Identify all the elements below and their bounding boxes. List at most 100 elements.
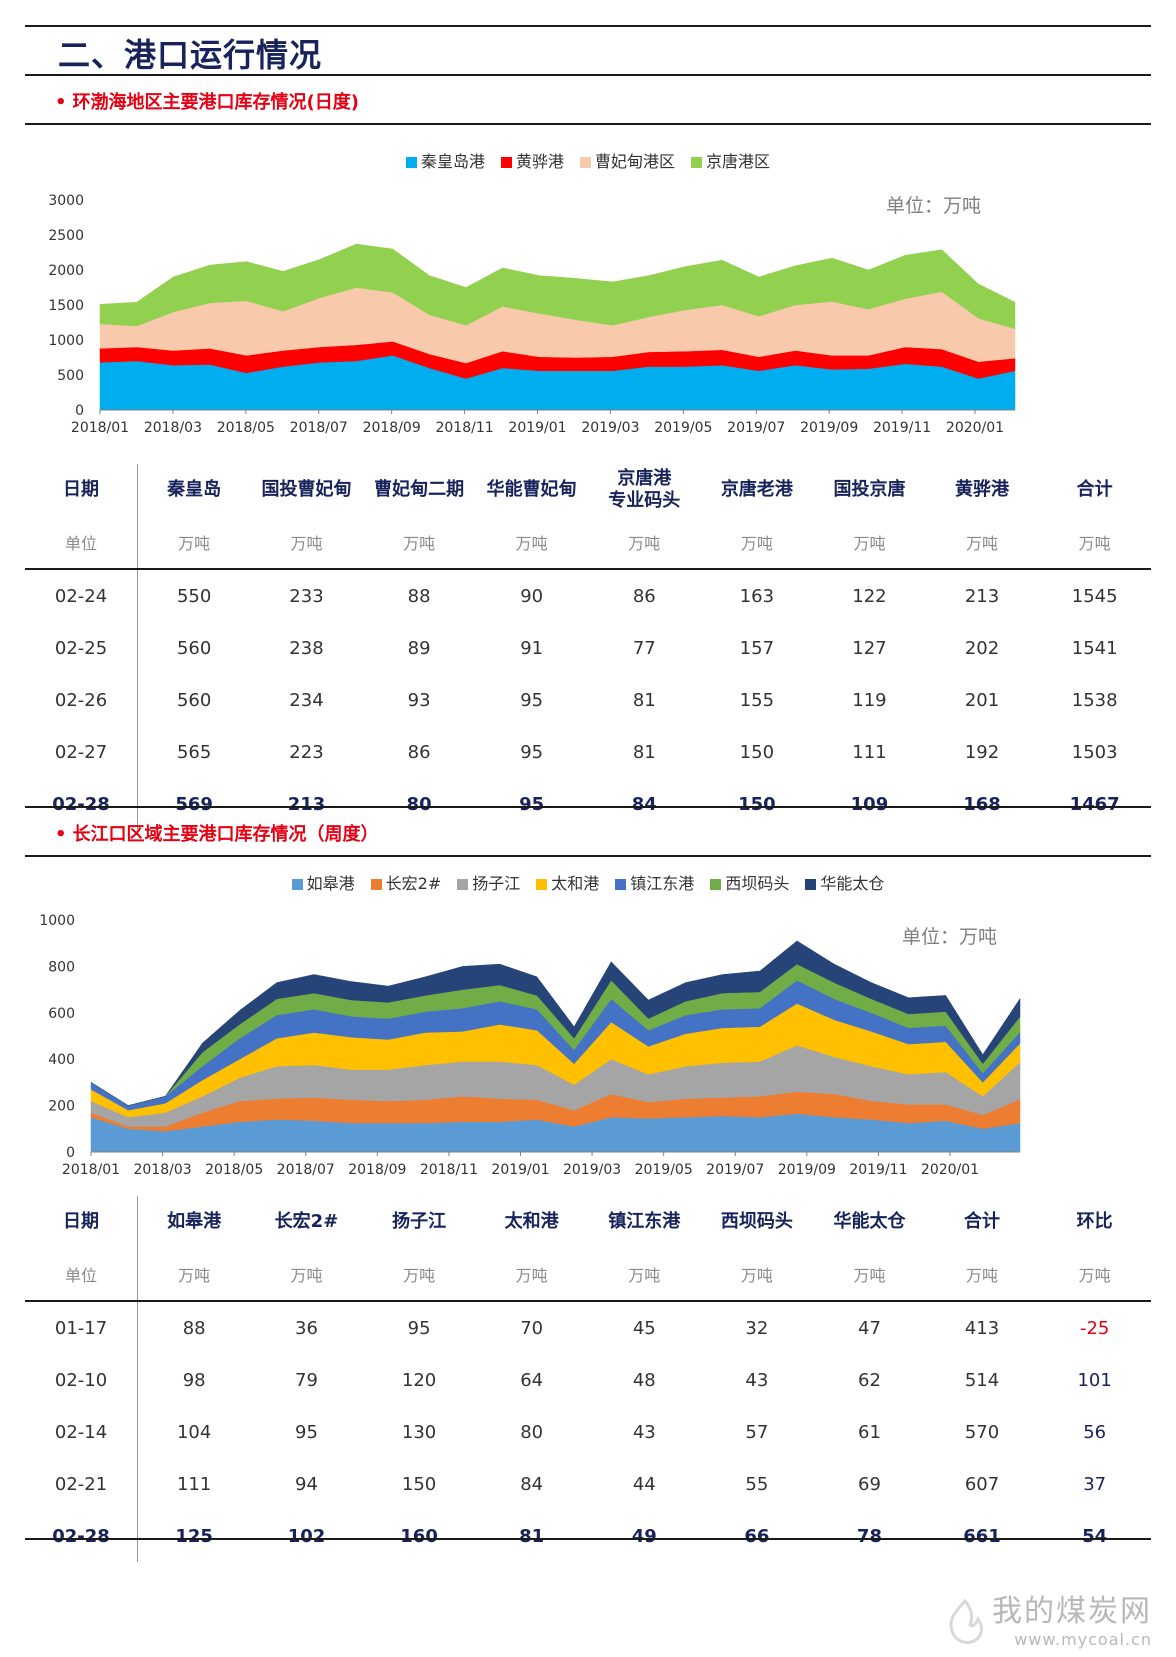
y-tick-label: 0 [75,403,84,419]
column-header: 合计 [1038,464,1151,516]
table-cell: 80 [520,1421,544,1443]
table-cell: 514 [964,1369,1000,1391]
table-cell: 61 [858,1421,881,1443]
table-cell: 111 [176,1473,212,1495]
column-header: 京唐港 专业码头 [588,464,701,516]
x-tick-label: 2019/05 [635,1162,693,1178]
legend-item: 华能太仓 [805,870,884,894]
table-cell: 661 [963,1525,1001,1547]
legend-item: 黄骅港 [500,148,564,172]
column-header-text: 镇江东港 [608,1211,681,1233]
column-header: 如皋港 [138,1196,251,1248]
table-row: 02-25 560 238 89 91 77 157 127 202 1541 [25,622,1151,674]
unit-cell: 万吨 [475,516,588,570]
table-cell: 81 [519,1525,545,1547]
table-cell: 569 [175,793,213,815]
column-header: 华能太仓 [813,1196,926,1248]
x-tick-label: 2020/01 [921,1162,979,1178]
column-header: 扬子江 [363,1196,476,1248]
watermark-url: www.mycoal.cn [1014,1630,1152,1649]
column-header: 日期 [25,464,139,516]
y-tick-label: 2000 [48,263,84,279]
unit-cell: 万吨 [925,516,1039,570]
chart2-unit-label: 单位：万吨 [902,926,998,948]
table-cell: 02-27 [25,726,139,778]
bullet-icon: • [55,92,67,113]
legend-swatch [500,157,512,168]
unit-cell: 万吨 [813,1248,926,1302]
table-row: 02-24 550 233 88 90 86 163 122 213 1545 [25,569,1151,622]
column-header-text: 华能太仓 [833,1211,906,1233]
table-cell: 125 [175,1525,213,1547]
x-tick-label: 2020/01 [946,420,1004,436]
table-cell: 81 [632,689,656,711]
table-row: 02-28 569 213 80 95 84 150 109 168 1467 [25,778,1151,830]
table-cell: 84 [631,793,657,815]
table-cell: 150 [739,741,775,763]
column-header: 黄骅港 [926,464,1039,516]
y-tick-label: 1500 [48,298,84,314]
table-cell: 77 [632,637,656,659]
legend-label: 如皋港 [306,874,355,893]
table-row: 02-28 125 102 160 81 49 66 78 661 54 [25,1510,1151,1562]
unit-cell: 万吨 [362,516,476,570]
table-cell: 95 [520,689,544,711]
column-header: 国投曹妃甸 [250,464,363,516]
column-header-text: 日期 [63,1211,100,1233]
x-tick-label: 2018/01 [62,1162,120,1178]
table-cell: 102 [287,1525,326,1547]
table-cell: 234 [289,689,324,711]
table-cell: 81 [632,741,656,763]
table-cell: 02-25 [25,622,139,674]
table-cell: 1503 [1071,741,1118,763]
x-tick-label: 2018/11 [435,420,493,436]
table-cell: 57 [745,1421,769,1443]
table-cell: 79 [295,1369,318,1391]
x-tick-label: 2019/11 [849,1162,907,1178]
legend-label: 长宏2# [385,874,442,893]
table-cell: 78 [856,1525,882,1547]
y-tick-label: 600 [48,1006,75,1022]
table-cell: 201 [964,689,1000,711]
table-cell: 62 [858,1369,881,1391]
table-cell: 70 [520,1317,544,1339]
unit-cell: 万吨 [587,1248,701,1302]
legend-label: 太和港 [551,874,600,893]
table-cell: 80 [406,793,432,815]
table-cell: 69 [858,1473,881,1495]
column-header-text: 华能曹妃甸 [486,479,577,501]
unit-cell: 万吨 [250,516,363,570]
table-cell: 86 [632,585,656,607]
legend-label: 秦皇岛港 [420,152,485,171]
table-cell: 1467 [1069,793,1120,815]
table-cell: 66 [744,1525,770,1547]
column-header: 合计 [926,1196,1039,1248]
table-cell: 32 [745,1317,769,1339]
table-cell: 02-24 [25,569,139,622]
table-cell: 91 [520,637,544,659]
column-header-text: 国投京唐 [833,479,906,501]
column-header-text: 京唐港 [617,468,672,490]
table-cell: 02-28 [25,778,139,830]
area-series-6 [90,940,1021,1106]
column-header-text: 京唐老港 [720,479,793,501]
table-cell: 607 [964,1473,1000,1495]
table-cell: 02-26 [25,674,139,726]
unit-cell: 万吨 [1038,1248,1151,1302]
page-title: 二、港口运行情况 [58,36,323,74]
table-cell: 02-10 [25,1354,139,1406]
table-cell: 192 [964,741,1000,763]
table-cell: 88 [407,585,431,607]
table-cell: 84 [520,1473,544,1495]
y-tick-label: 2500 [48,228,84,244]
table-cell: 02-21 [25,1458,139,1510]
table-cell: 95 [519,793,545,815]
table-cell: 88 [182,1317,206,1339]
table-row: 02-27 565 223 86 95 81 150 111 192 1503 [25,726,1151,778]
column-header-text: 专业码头 [608,490,681,511]
table-cell: 119 [852,689,887,711]
x-tick-label: 2019/05 [654,420,712,436]
table-cell: 86 [407,741,431,763]
table-cell: 45 [632,1317,656,1339]
table-cell: 413 [964,1317,1000,1339]
